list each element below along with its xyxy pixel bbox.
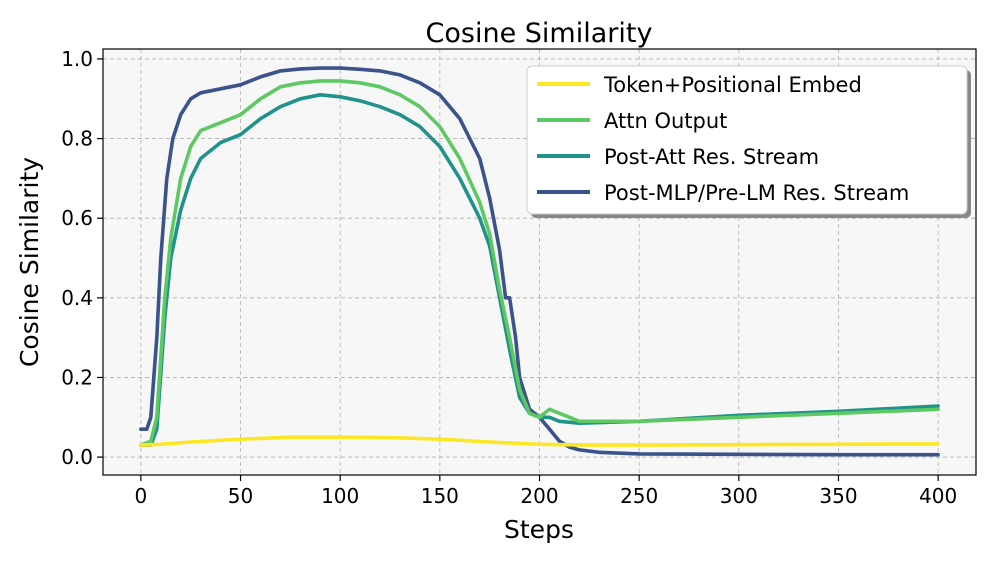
x-tick-label: 250 — [620, 484, 658, 508]
legend-label: Post-MLP/Pre-LM Res. Stream — [604, 181, 909, 205]
x-tick-label: 400 — [919, 484, 957, 508]
x-axis-label: Steps — [504, 515, 574, 544]
series-line-0 — [139, 435, 940, 447]
series-line-2 — [139, 93, 940, 447]
x-tick-label: 200 — [520, 484, 558, 508]
y-tick-label: 0.2 — [61, 365, 93, 389]
series-line-1 — [139, 79, 940, 447]
y-tick-label: 1.0 — [61, 47, 93, 71]
x-tick-label: 100 — [321, 484, 359, 508]
legend-label: Attn Output — [604, 109, 727, 133]
x-tick-label: 300 — [720, 484, 758, 508]
y-tick-label: 0.4 — [61, 286, 93, 310]
x-axis-ticks: 0 50 100 150 200 250 300 350 400 — [135, 475, 957, 508]
chart-title: Cosine Similarity — [426, 18, 653, 49]
legend-items: Token+Positional Embed Attn Output Post-At… — [537, 73, 909, 205]
x-tick-label: 150 — [421, 484, 459, 508]
legend-label: Post-Att Res. Stream — [604, 145, 819, 169]
y-tick-label: 0.8 — [61, 127, 93, 151]
x-tick-label: 50 — [228, 484, 253, 508]
y-axis-label: Cosine Similarity — [15, 157, 44, 367]
y-tick-label: 0.0 — [61, 445, 93, 469]
legend: Token+Positional Embed Attn Output Post-At… — [526, 65, 971, 218]
x-tick-label: 350 — [819, 484, 857, 508]
y-tick-label: 0.6 — [61, 206, 93, 230]
x-tick-label: 0 — [135, 484, 148, 508]
series-group — [139, 66, 940, 457]
legend-label: Token+Positional Embed — [603, 73, 862, 97]
legend-box — [526, 65, 968, 215]
y-axis-ticks: 0.0 0.2 0.4 0.6 0.8 1.0 — [61, 47, 103, 469]
